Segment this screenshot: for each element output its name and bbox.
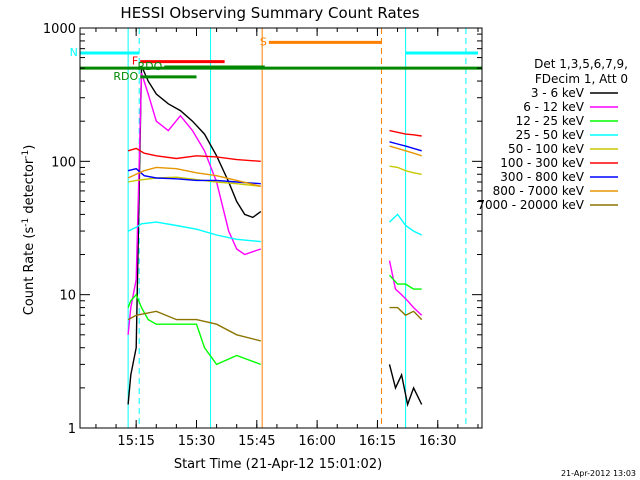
series-line xyxy=(127,310,261,342)
legend-label: 50 - 100 keV xyxy=(508,142,585,156)
legend-header-1: Det 1,3,5,6,7,9, xyxy=(534,57,628,71)
legend-label: 300 - 800 keV xyxy=(500,170,584,184)
annotation-label: RDO xyxy=(138,60,163,73)
timestamp: 21-Apr-2012 13:03 xyxy=(561,469,636,478)
axes: 1 10 100 1000 15:15 15:30 15:45 16:00 16:15 16:30 xyxy=(43,22,483,449)
x-tick-label: 15:30 xyxy=(178,434,215,449)
series-line xyxy=(127,166,261,187)
annotation-label: N xyxy=(70,46,78,59)
series-line xyxy=(127,176,261,187)
y-axis-label: Count Rate (s-1 detector-1) xyxy=(21,145,37,316)
series-line xyxy=(389,129,422,137)
annotation-label: S xyxy=(260,35,267,48)
legend: Det 1,3,5,6,7,9, FDecim 1, Att 0 3 - 6 k… xyxy=(477,57,628,212)
legend-label: 12 - 25 keV xyxy=(516,114,585,128)
x-tick-label: 16:00 xyxy=(298,434,335,449)
legend-header-2: FDecim 1, Att 0 xyxy=(535,72,628,86)
x-tick-label: 16:15 xyxy=(359,434,396,449)
x-tick-label: 15:15 xyxy=(117,434,154,449)
series-line xyxy=(388,260,423,316)
legend-label: 7000 - 20000 keV xyxy=(477,198,584,212)
chart-title: HESSI Observing Summary Count Rates xyxy=(120,4,419,22)
series-line xyxy=(127,72,262,335)
series-line xyxy=(388,274,422,290)
x-axis-label: Start Time (21-Apr-12 15:01:02) xyxy=(174,457,382,472)
series-line xyxy=(389,141,422,152)
series-line xyxy=(127,65,262,405)
series-lines xyxy=(127,65,423,408)
annotation-label: RDO xyxy=(113,70,138,83)
series-line xyxy=(388,364,423,408)
plot-frame xyxy=(79,27,483,429)
series-line xyxy=(389,145,422,157)
vertical-markers xyxy=(79,28,467,428)
x-tick-label: 16:30 xyxy=(419,434,456,449)
annotation-label: F xyxy=(132,55,138,68)
legend-label: 100 - 300 keV xyxy=(500,156,584,170)
y-tick-label: 1000 xyxy=(43,22,76,37)
series-line xyxy=(389,165,422,175)
series-line xyxy=(389,213,423,236)
y-tick-label: 100 xyxy=(51,155,76,170)
y-tick-label: 1 xyxy=(68,422,76,437)
legend-label: 6 - 12 keV xyxy=(523,100,585,114)
legend-label: 3 - 6 keV xyxy=(531,86,585,100)
series-line xyxy=(127,221,261,243)
x-tick-label: 15:45 xyxy=(238,434,275,449)
legend-label: 25 - 50 keV xyxy=(516,128,585,142)
legend-label: 800 - 7000 keV xyxy=(493,184,585,198)
y-tick-label: 10 xyxy=(59,289,76,304)
series-line xyxy=(389,306,423,321)
series-line xyxy=(127,293,262,366)
series-line xyxy=(127,147,261,162)
series-line xyxy=(127,167,261,185)
